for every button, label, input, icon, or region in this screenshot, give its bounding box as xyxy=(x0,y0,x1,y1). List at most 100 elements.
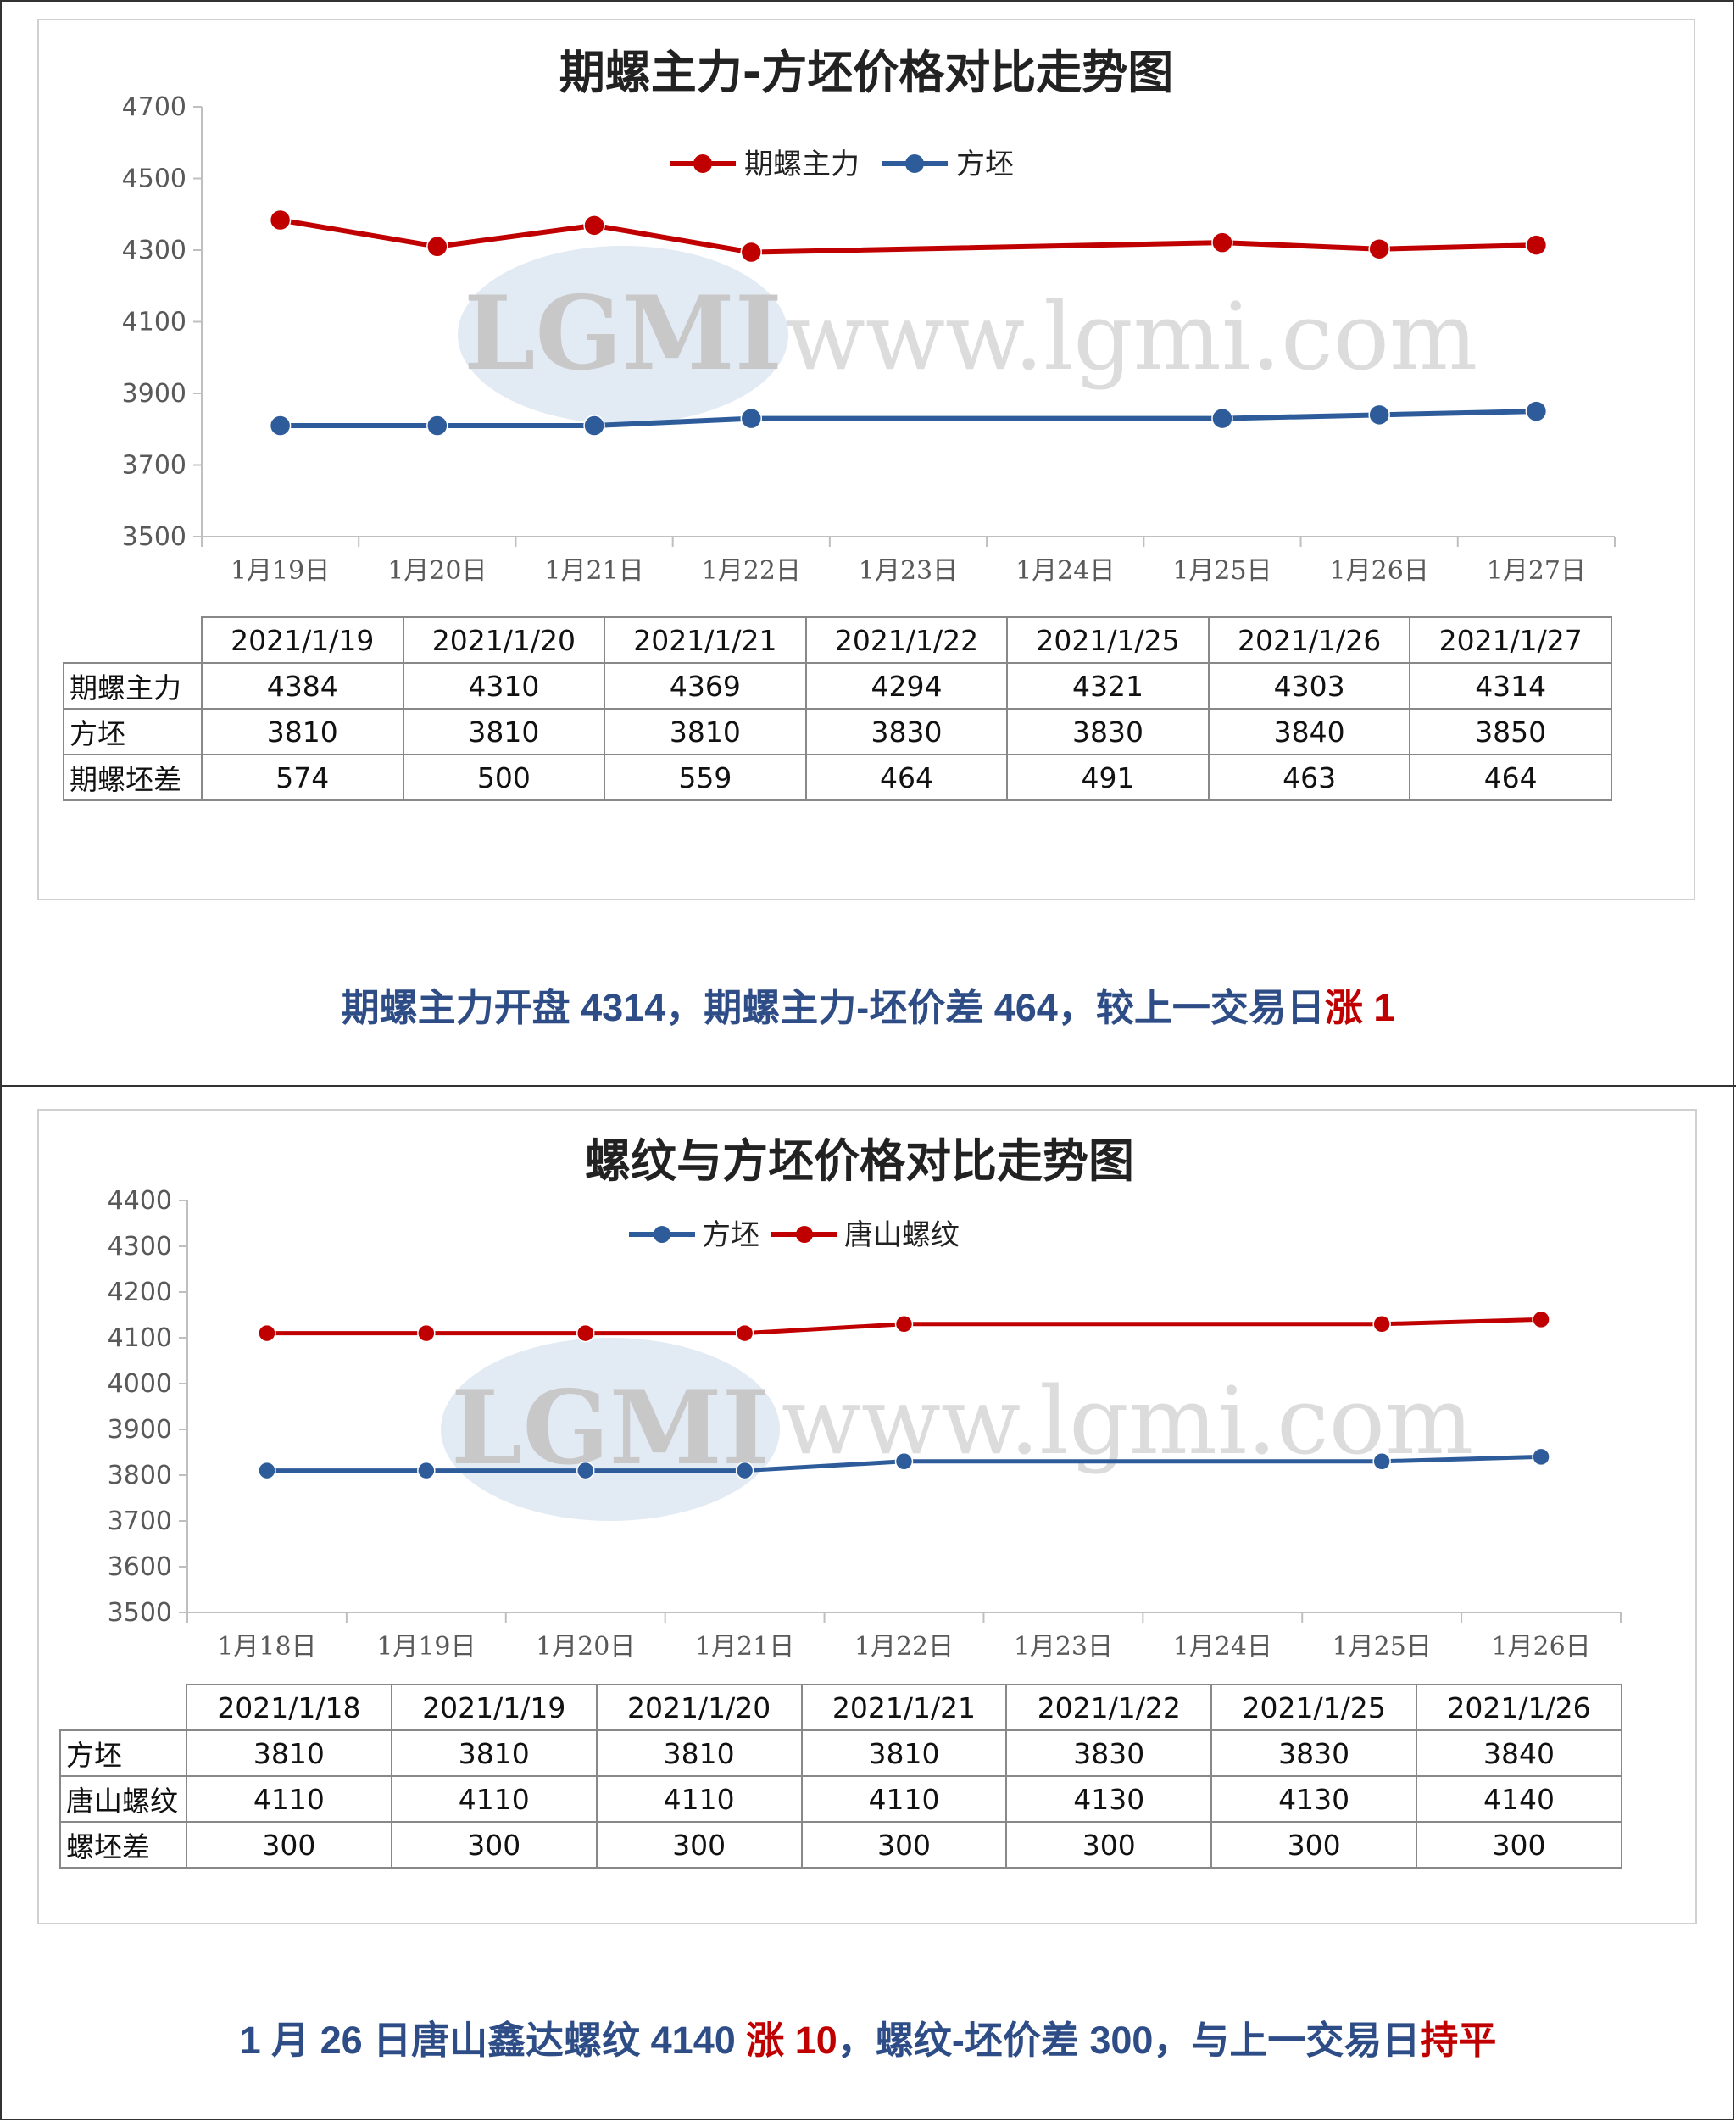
chart2-summary-text-1: 1 月 26 日唐山鑫达螺纹 4140 xyxy=(239,2019,747,2062)
table-header-cell: 2021/1/21 xyxy=(800,1684,1008,1731)
table-header-cell: 2021/1/22 xyxy=(1005,1684,1213,1731)
table-cell: 4140 xyxy=(1416,1775,1622,1823)
y-tick-label: 3500 xyxy=(108,1598,172,1628)
table-cell: 300 xyxy=(595,1821,803,1869)
table-row: 唐山螺纹 4110 4110 4110 4110 4130 4130 4140 xyxy=(59,1775,1622,1823)
x-tick-label: 1月21日 xyxy=(544,556,643,586)
chart2-legend-marker-0 xyxy=(654,1226,670,1243)
table-row-label: 螺坯差 xyxy=(59,1821,187,1869)
table-header-cell: 2021/1/26 xyxy=(1207,616,1411,664)
data-point xyxy=(426,236,448,258)
y-tick-label: 3700 xyxy=(122,451,186,481)
chart1-summary-change: 涨 1 xyxy=(1324,986,1395,1029)
chart2-summary-text-2: ，螺纹-坯价差 300，与上一交易日 xyxy=(837,2019,1421,2062)
y-tick-label: 3700 xyxy=(108,1507,172,1536)
x-tick-label: 1月18日 xyxy=(217,1632,316,1662)
table-cell: 4130 xyxy=(1005,1775,1213,1823)
table-header-row: 2021/1/18 2021/1/19 2021/1/20 2021/1/21 … xyxy=(60,1684,1622,1731)
chart1-plot: LGMI www.lgmi.com 期螺主力-方坯价格对比走势图 期螺主力 方坯… xyxy=(122,46,1616,586)
x-tick-label: 1月22日 xyxy=(854,1632,954,1662)
chart1-legend-label-1: 方坯 xyxy=(956,148,1014,181)
chart1-logo-text: LGMI xyxy=(464,274,782,393)
data-point xyxy=(269,415,292,437)
series-line-0 xyxy=(280,217,1537,255)
data-point xyxy=(1211,231,1233,253)
x-tick-label: 1月25日 xyxy=(1333,1632,1432,1662)
x-tick-label: 1月24日 xyxy=(1015,556,1115,586)
table-cell: 4110 xyxy=(186,1775,392,1823)
table-header-cell: 2021/1/20 xyxy=(595,1684,803,1731)
table-row-label: 期螺主力 xyxy=(63,662,203,710)
table-cell: 463 xyxy=(1207,754,1411,801)
y-tick-label: 4700 xyxy=(122,92,186,122)
data-point xyxy=(1532,1310,1550,1329)
table-cell: 4130 xyxy=(1210,1775,1418,1823)
chart1-legend: 期螺主力 方坯 xyxy=(670,148,1014,181)
table-row-label: 唐山螺纹 xyxy=(59,1775,187,1823)
table-corner xyxy=(64,617,202,663)
y-tick-label: 4400 xyxy=(108,1186,172,1216)
data-point xyxy=(417,1461,436,1480)
table-header-cell: 2021/1/25 xyxy=(1210,1684,1418,1731)
table-cell: 3810 xyxy=(595,1729,803,1777)
table-row: 期螺坯差 574 500 559 464 491 463 464 xyxy=(63,754,1612,801)
chart2-watermark-text: www.lgmi.com xyxy=(782,1367,1474,1475)
data-point xyxy=(740,241,763,264)
data-point xyxy=(1368,404,1390,426)
table-cell: 3810 xyxy=(201,708,404,755)
chart2-summary-status: 持平 xyxy=(1420,2019,1497,2062)
table-row-label: 期螺坯差 xyxy=(63,754,203,801)
chart2-title: 螺纹与方坯价格对比走势图 xyxy=(585,1134,1134,1188)
data-point xyxy=(417,1323,436,1343)
table-header-cell: 2021/1/19 xyxy=(201,616,404,664)
chart1-logo-ellipse xyxy=(458,246,788,424)
data-point xyxy=(269,209,292,231)
table-cell: 559 xyxy=(604,754,807,801)
table-cell: 4110 xyxy=(595,1775,803,1823)
data-point xyxy=(576,1461,595,1480)
chart2-logo-text: LGMI xyxy=(451,1368,770,1488)
x-tick-label: 1月26日 xyxy=(1330,556,1429,586)
chart2-series xyxy=(258,1310,1550,1480)
chart1-title: 期螺主力-方坯价格对比走势图 xyxy=(559,46,1173,99)
data-point xyxy=(1368,237,1390,260)
y-tick-label: 3600 xyxy=(108,1552,172,1582)
x-tick-label: 1月22日 xyxy=(702,556,801,586)
y-tick-label: 4300 xyxy=(122,236,186,265)
table-cell: 4384 xyxy=(201,662,404,710)
table-cell: 3810 xyxy=(390,1729,598,1777)
x-tick-label: 1月23日 xyxy=(1014,1632,1113,1662)
y-tick-label: 3900 xyxy=(108,1415,172,1445)
table-cell: 300 xyxy=(390,1821,598,1869)
data-point xyxy=(1525,400,1548,422)
x-tick-label: 1月19日 xyxy=(231,556,330,586)
y-tick-label: 3900 xyxy=(122,379,186,409)
y-tick-label: 4300 xyxy=(108,1232,172,1262)
chart2-axes: 4400 4300 4200 4100 4000 3900 3800 3700 3600 3500… xyxy=(108,1186,1622,1662)
chart1-watermark-text: www.lgmi.com xyxy=(786,282,1478,391)
table-row: 方坯 3810 3810 3810 3810 3830 3830 3840 xyxy=(59,1729,1622,1777)
x-tick-label: 1月20日 xyxy=(387,556,487,586)
chart1-data-table: 2021/1/19 2021/1/20 2021/1/21 2021/1/22 … xyxy=(63,616,1612,801)
y-tick-label: 4100 xyxy=(122,308,186,337)
chart1-watermark: LGMI www.lgmi.com xyxy=(458,246,1477,424)
table-header-cell: 2021/1/22 xyxy=(804,616,1009,664)
table-cell: 4369 xyxy=(604,662,807,710)
chart1-frame xyxy=(37,19,1695,900)
table-cell: 4110 xyxy=(800,1775,1008,1823)
table-cell: 500 xyxy=(402,754,606,801)
table-header-cell: 2021/1/25 xyxy=(1006,616,1210,664)
y-tick-label: 4200 xyxy=(108,1278,172,1307)
table-row-label: 方坯 xyxy=(63,708,203,755)
chart2-frame xyxy=(37,1109,1697,1924)
chart2-legend-marker-1 xyxy=(796,1226,813,1243)
chart1-legend-label-0: 期螺主力 xyxy=(744,148,860,181)
table-row: 方坯 3810 3810 3810 3830 3830 3840 3850 xyxy=(63,708,1612,755)
table-header-row: 2021/1/19 2021/1/20 2021/1/21 2021/1/22 … xyxy=(64,616,1612,664)
table-cell: 574 xyxy=(201,754,404,801)
data-point xyxy=(740,407,763,430)
table-row: 螺坯差 300 300 300 300 300 300 300 xyxy=(59,1821,1622,1869)
data-point xyxy=(426,415,448,437)
table-cell: 4294 xyxy=(804,662,1009,710)
